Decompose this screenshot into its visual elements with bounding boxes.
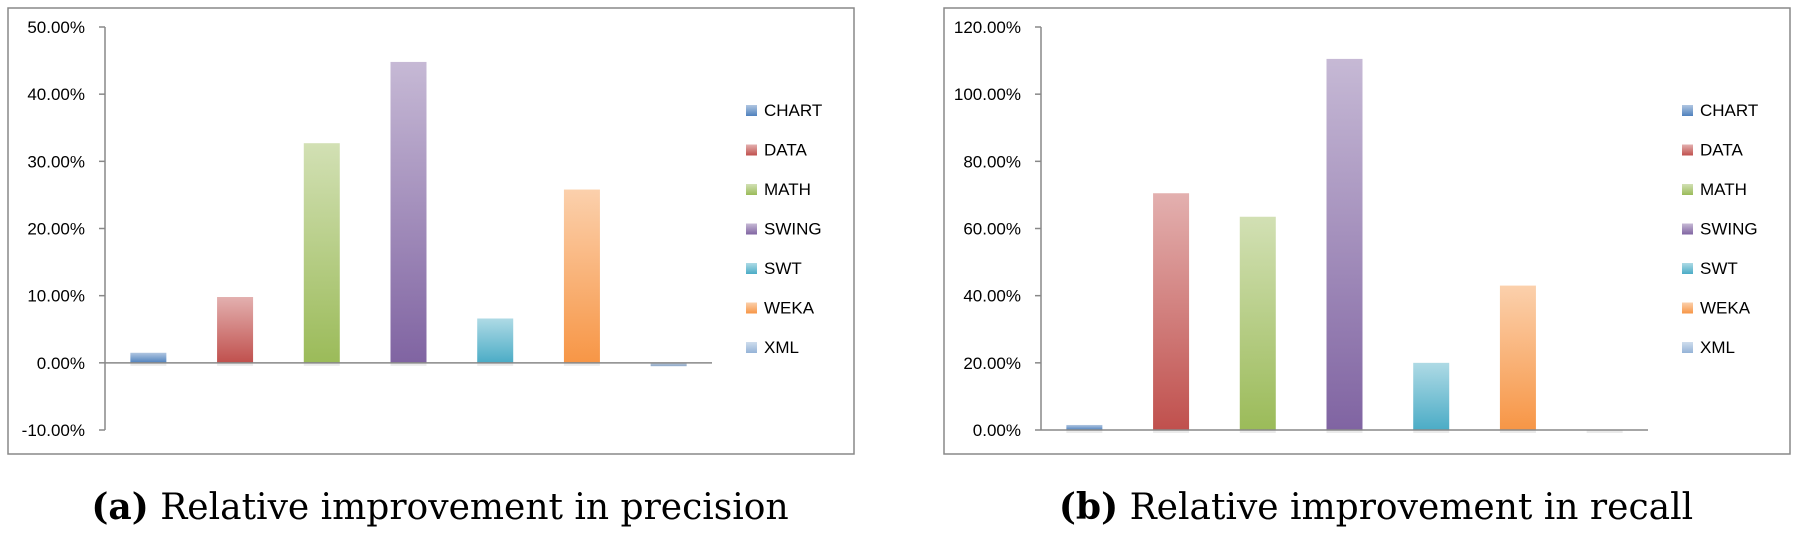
- bar-shadow: [1239, 430, 1276, 433]
- legend-swatch-data: [746, 144, 757, 156]
- bar-shadow: [130, 362, 167, 366]
- legend-label-swt: SWT: [1700, 259, 1738, 278]
- bar-shadow: [1153, 430, 1190, 433]
- legend-label-data: DATA: [1700, 141, 1743, 160]
- legend-label-math: MATH: [1700, 180, 1747, 199]
- bar-shadow: [477, 362, 514, 366]
- bar-data: DATA: [1153, 193, 1190, 430]
- bar-xml: XML: [650, 362, 687, 367]
- bar-math: MATH: [303, 143, 340, 363]
- precision-caption: (a) Relative improvement in precision: [0, 486, 880, 528]
- bar-swing: SWING: [390, 61, 427, 363]
- recall-chart: 120.00% 100.00% 80.00% 60.00% 40.00% 20.00% 0.…: [943, 7, 1791, 455]
- legend-swatch-swt: [746, 263, 757, 274]
- legend-label-swing: SWING: [764, 220, 822, 239]
- caption-label: (b): [1058, 486, 1119, 528]
- bar-weka: WEKA: [563, 189, 600, 363]
- bar-shadow: [1066, 430, 1103, 433]
- legend-label-chart: CHART: [1700, 101, 1758, 120]
- chart-frame: [7, 7, 855, 455]
- legend-swatch-data: [1682, 144, 1693, 156]
- y-tick-label: 60.00%: [963, 220, 1021, 239]
- y-tick-label: 10.00%: [27, 287, 85, 306]
- bar-chart: CHART: [1066, 424, 1103, 430]
- y-tick-label: 30.00%: [27, 152, 85, 171]
- y-tick-label: 100.00%: [954, 85, 1021, 104]
- legend-swatch-chart: [746, 105, 757, 116]
- y-tick-label: 80.00%: [963, 152, 1021, 171]
- legend-swatch-math: [746, 184, 757, 195]
- precision-chart-panel: 50.00% 40.00% 30.00% 20.00% 10.00% 0.00% -10.0…: [0, 0, 880, 535]
- chart-frame: [943, 7, 1791, 455]
- legend-swatch-xml: [1682, 342, 1693, 353]
- legend-label-weka: WEKA: [764, 299, 815, 318]
- legend-label-swing: SWING: [1700, 220, 1758, 239]
- recall-caption: (b) Relative improvement in recall: [936, 486, 1816, 528]
- y-tick-label: 0.00%: [973, 421, 1021, 440]
- bar-chart: CHART: [130, 352, 167, 363]
- legend-label-xml: XML: [1700, 338, 1735, 357]
- bar-shadow: [1499, 430, 1536, 433]
- y-tick-label: 20.00%: [27, 220, 85, 239]
- y-tick-label: -10.00%: [22, 421, 85, 440]
- legend-swatch-weka: [746, 302, 757, 314]
- legend-swatch-weka: [1682, 302, 1693, 314]
- y-tick-label: 40.00%: [27, 85, 85, 104]
- legend-label-swt: SWT: [764, 259, 802, 278]
- y-tick-label: 0.00%: [37, 354, 85, 373]
- bar-swt: SWT: [1413, 362, 1450, 430]
- bar-shadow: [390, 362, 427, 366]
- precision-chart: 50.00% 40.00% 30.00% 20.00% 10.00% 0.00% -10.0…: [7, 7, 855, 455]
- caption-label: (a): [91, 486, 149, 528]
- legend-swatch-swing: [1682, 223, 1693, 235]
- caption-text: Relative improvement in recall: [1129, 487, 1694, 528]
- bar-shadow: [1586, 430, 1623, 433]
- legend-label-weka: WEKA: [1700, 299, 1751, 318]
- legend-swatch-xml: [746, 342, 757, 353]
- bar-shadow: [217, 362, 254, 366]
- bar-math: MATH: [1239, 216, 1276, 430]
- legend-swatch-swt: [1682, 263, 1693, 274]
- caption-text: Relative improvement in precision: [160, 487, 789, 528]
- bar-weka: WEKA: [1499, 285, 1536, 430]
- bar-shadow: [650, 362, 687, 366]
- legend-swatch-chart: [1682, 105, 1693, 116]
- legend-label-data: DATA: [764, 141, 807, 160]
- bar-shadow: [1326, 430, 1363, 433]
- legend-label-math: MATH: [764, 180, 811, 199]
- bar-swt: SWT: [477, 318, 514, 363]
- y-tick-label: 50.00%: [27, 18, 85, 37]
- recall-chart-panel: 120.00% 100.00% 80.00% 60.00% 40.00% 20.00% 0.…: [936, 0, 1816, 535]
- legend-swatch-swing: [746, 223, 757, 235]
- legend-label-chart: CHART: [764, 101, 822, 120]
- legend-label-xml: XML: [764, 338, 799, 357]
- bar-shadow: [303, 362, 340, 366]
- bar-swing: SWING: [1326, 58, 1363, 430]
- y-tick-label: 40.00%: [963, 287, 1021, 306]
- y-tick-label: 20.00%: [963, 354, 1021, 373]
- bar-data: DATA: [217, 297, 254, 363]
- bar-shadow: [1413, 430, 1450, 433]
- y-tick-label: 120.00%: [954, 18, 1021, 37]
- bar-shadow: [563, 362, 600, 366]
- legend-swatch-math: [1682, 184, 1693, 195]
